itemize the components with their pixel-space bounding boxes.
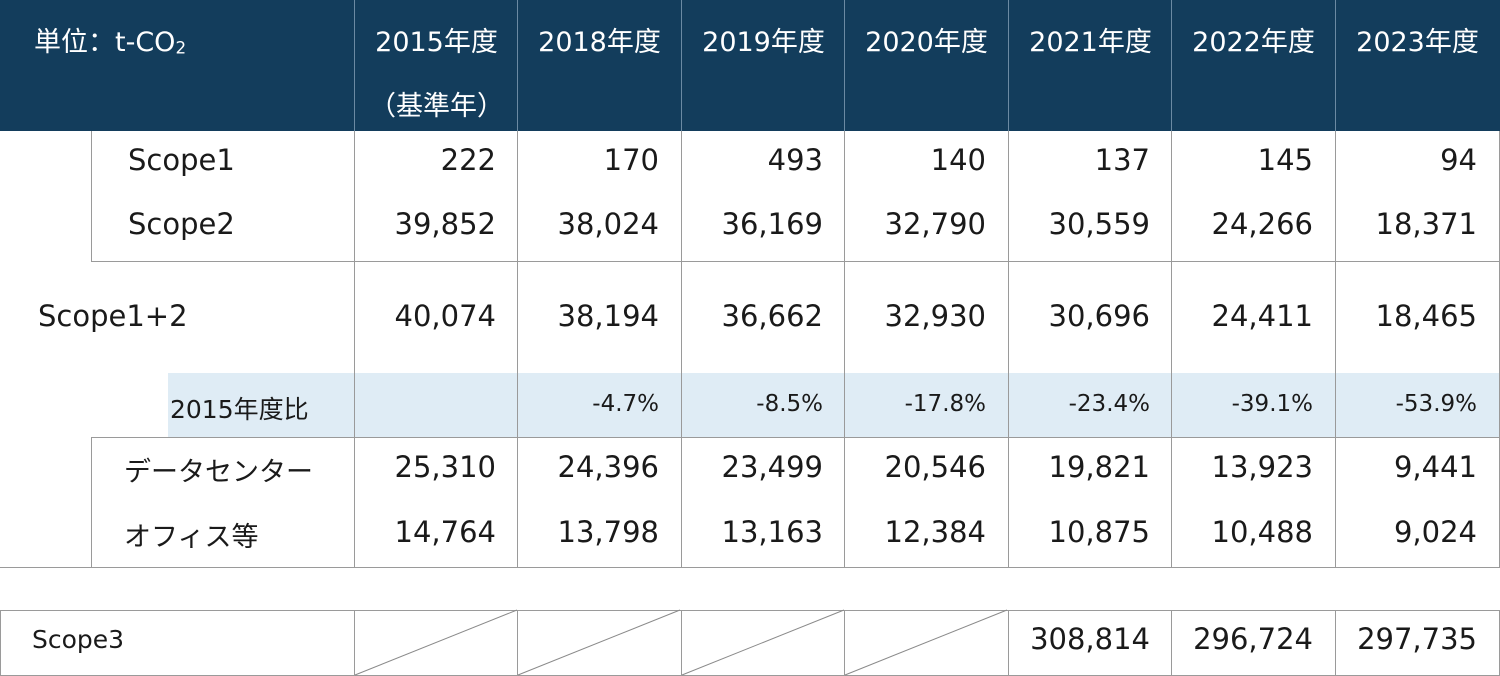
grid-line (681, 610, 682, 675)
row-label-scope1-2: Scope1+2 (38, 299, 188, 333)
grid-line (1008, 610, 1009, 675)
grid-line (0, 610, 1500, 611)
grid-line (844, 0, 845, 131)
table-cell: 38,194 (557, 299, 659, 333)
grid-line (0, 567, 1500, 568)
table-cell: 12,384 (884, 515, 986, 549)
table-cell: 36,662 (721, 299, 823, 333)
row-label-office: オフィス等 (124, 522, 259, 553)
unit-label: 単位：t-CO2 (34, 20, 186, 59)
unit-prefix: 単位：t-CO (34, 27, 176, 58)
table-cell: 30,559 (1048, 207, 1150, 241)
table-cell: 24,396 (557, 450, 659, 484)
table-cell: 36,169 (721, 207, 823, 241)
table-cell: 308,814 (1030, 622, 1150, 656)
table-cell: 18,465 (1375, 299, 1477, 333)
table-header (0, 0, 1500, 131)
table-cell: -4.7% (592, 391, 659, 417)
table-cell: 13,798 (557, 515, 659, 549)
grid-line (1171, 610, 1172, 675)
table-cell: 10,488 (1211, 515, 1313, 549)
row-label-scope3: Scope3 (32, 625, 125, 654)
table-cell: 32,790 (884, 207, 986, 241)
table-cell: 13,923 (1211, 450, 1313, 484)
grid-line (1335, 131, 1336, 567)
table-cell: 39,852 (394, 207, 496, 241)
table-cell: 25,310 (394, 450, 496, 484)
grid-line (1008, 131, 1009, 567)
row-label-scope2: Scope2 (128, 207, 235, 241)
grid-line (1335, 610, 1336, 675)
year-header: 2015年度 (375, 27, 498, 58)
row-label-datacenter: データセンター (124, 457, 313, 488)
table-cell: 94 (1440, 143, 1477, 177)
grid-line (1008, 0, 1009, 131)
table-cell: 40,074 (394, 299, 496, 333)
grid-line (844, 610, 845, 675)
table-cell: -17.8% (904, 391, 986, 417)
table-cell: 145 (1257, 143, 1313, 177)
table-cell: 19,821 (1048, 450, 1150, 484)
grid-line (1171, 0, 1172, 131)
table-cell: -53.9% (1395, 391, 1477, 417)
empty-cell-slash (517, 609, 681, 676)
table-cell: -8.5% (756, 391, 823, 417)
year-header: 2020年度 (865, 27, 988, 58)
table-cell: 222 (440, 143, 496, 177)
grid-line (354, 610, 355, 675)
year-header: 2023年度 (1356, 27, 1479, 58)
table-cell: 32,930 (884, 299, 986, 333)
table-cell: 30,696 (1048, 299, 1150, 333)
empty-cell-slash (844, 609, 1008, 676)
grid-line (681, 131, 682, 567)
table-cell: 24,266 (1211, 207, 1313, 241)
grid-line (844, 131, 845, 567)
table-cell: 140 (930, 143, 986, 177)
row-label-scope1: Scope1 (128, 143, 235, 177)
row-label-ratio: 2015年度比 (170, 395, 309, 424)
ratio-row-band (168, 373, 1500, 437)
grid-line (517, 0, 518, 131)
empty-cell-slash (354, 609, 518, 676)
grid-line (354, 131, 355, 567)
table-cell: 38,024 (557, 207, 659, 241)
table-cell: -39.1% (1231, 391, 1313, 417)
table-cell: 9,024 (1393, 515, 1477, 549)
table-cell: 493 (767, 143, 823, 177)
unit-subscript: 2 (175, 37, 187, 58)
base-year-note: （基準年） (369, 91, 504, 122)
grid-line (91, 437, 92, 567)
grid-line (0, 610, 1, 675)
grid-line (1335, 0, 1336, 131)
grid-line (91, 261, 1500, 262)
table-cell: 18,371 (1375, 207, 1477, 241)
table-cell: 23,499 (721, 450, 823, 484)
grid-line (91, 437, 1500, 438)
year-header: 2022年度 (1192, 27, 1315, 58)
table-cell: 296,724 (1193, 622, 1313, 656)
year-header: 2021年度 (1029, 27, 1152, 58)
year-header: 2019年度 (702, 27, 825, 58)
table-cell: 24,411 (1211, 299, 1313, 333)
grid-line (517, 610, 518, 675)
grid-line (91, 131, 92, 261)
table-cell: 297,735 (1357, 622, 1477, 656)
table-cell: 170 (603, 143, 659, 177)
table-cell: -23.4% (1068, 391, 1150, 417)
grid-line (681, 0, 682, 131)
year-header: 2018年度 (538, 27, 661, 58)
table-cell: 137 (1094, 143, 1150, 177)
table-cell: 13,163 (721, 515, 823, 549)
table-cell: 14,764 (394, 515, 496, 549)
table-cell: 10,875 (1048, 515, 1150, 549)
grid-line (354, 0, 355, 131)
empty-cell-slash (681, 609, 845, 676)
table-cell: 20,546 (884, 450, 986, 484)
table-cell: 9,441 (1393, 450, 1477, 484)
grid-line (1171, 131, 1172, 567)
grid-line (517, 131, 518, 567)
